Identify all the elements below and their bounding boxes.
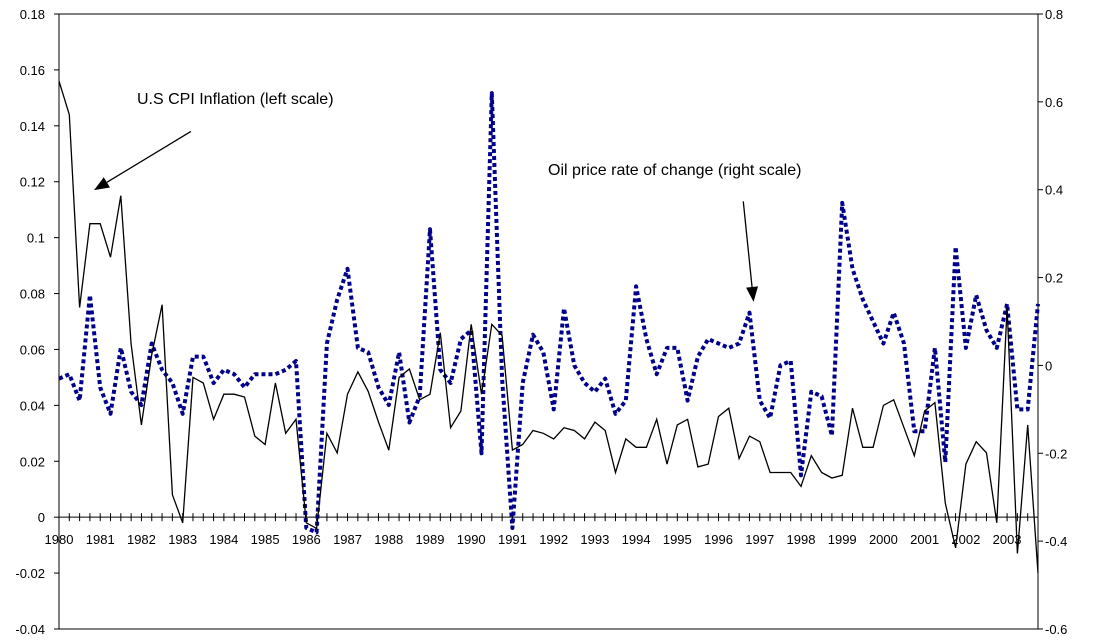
oil-arrow-shaft <box>742 201 753 288</box>
annotation-layer: U.S CPI Inflation (left scale) Oil price… <box>94 91 801 302</box>
right-tick-label: -0.4 <box>1045 534 1067 549</box>
oil-annotation-label: Oil price rate of change (right scale) <box>548 162 801 179</box>
left-tick-label: 0.12 <box>20 175 45 190</box>
x-tick-label: 1992 <box>539 532 568 547</box>
right-axis: -0.6 -0.4 -0.2 0 0.2 0.4 0.6 0.8 <box>1038 7 1067 637</box>
plot-area <box>58 13 1039 630</box>
x-tick-label: 1991 <box>498 532 527 547</box>
cpi-annotation-label: U.S CPI Inflation (left scale) <box>137 91 334 108</box>
x-tick-label: 1994 <box>622 532 651 547</box>
series-layer <box>58 80 1040 574</box>
x-tick-label: 2001 <box>910 532 939 547</box>
x-tick-label: 1990 <box>457 532 486 547</box>
x-tick-label: 1997 <box>745 532 774 547</box>
x-tick-label: 2000 <box>869 532 898 547</box>
x-tick-label: 1983 <box>168 532 197 547</box>
x-tick-label: 1984 <box>209 532 238 547</box>
right-tick-label: 0.8 <box>1045 7 1063 22</box>
x-tick-label: 2002 <box>951 532 980 547</box>
x-tick-label: 1985 <box>251 532 280 547</box>
x-tick-label: 1982 <box>127 532 156 547</box>
left-tick-label: -0.02 <box>15 566 45 581</box>
right-tick-label: -0.6 <box>1045 622 1067 637</box>
x-tick-label: 1986 <box>292 532 321 547</box>
left-tick-label: 0.1 <box>27 231 45 246</box>
x-axis: 1980 1981 1982 1983 1984 1985 1986 1987 1988 1989… <box>45 513 1039 547</box>
oil-arrow-head <box>746 286 759 302</box>
x-tick-label: 1988 <box>374 532 403 547</box>
x-tick-label: 1981 <box>86 532 115 547</box>
left-tick-label: 0.06 <box>20 342 45 357</box>
left-axis: -0.04 -0.02 0 0.02 0.04 0.06 0.08 0.1 0.12 0.14 0.… <box>15 7 59 637</box>
cpi-inflation-line <box>58 80 1039 574</box>
left-tick-label: 0.14 <box>20 119 45 134</box>
x-tick-label: 1999 <box>828 532 857 547</box>
left-tick-label: 0.16 <box>20 63 45 78</box>
x-tick-label: 1995 <box>663 532 692 547</box>
x-tick-label: 1980 <box>45 532 74 547</box>
right-tick-label: 0.2 <box>1045 271 1063 286</box>
left-tick-label: -0.04 <box>15 622 45 637</box>
right-tick-label: 0 <box>1045 358 1052 373</box>
left-tick-label: 0.18 <box>20 7 45 22</box>
oil-price-line <box>58 91 1040 535</box>
x-tick-label: 1993 <box>580 532 609 547</box>
x-tick-label: 1987 <box>333 532 362 547</box>
left-tick-label: 0.08 <box>20 287 45 302</box>
right-tick-label: 0.6 <box>1045 95 1063 110</box>
right-tick-label: 0.4 <box>1045 183 1063 198</box>
x-tick-label: 1996 <box>704 532 733 547</box>
cpi-arrow-head <box>94 177 110 191</box>
left-tick-label: 0.04 <box>20 398 45 413</box>
x-tick-label: 1989 <box>416 532 445 547</box>
x-tick-label: 1998 <box>787 532 816 547</box>
left-tick-label: 0.02 <box>20 454 45 469</box>
cpi-arrow-shaft <box>106 130 192 183</box>
x-tick-label: 2003 <box>993 532 1022 547</box>
left-tick-label: 0 <box>38 510 45 525</box>
right-tick-label: -0.2 <box>1045 446 1067 461</box>
